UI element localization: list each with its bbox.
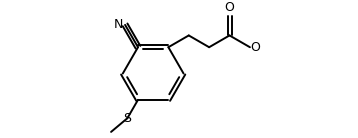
- Text: O: O: [251, 41, 260, 54]
- Text: S: S: [124, 112, 131, 125]
- Text: N: N: [114, 18, 123, 31]
- Text: O: O: [224, 2, 234, 14]
